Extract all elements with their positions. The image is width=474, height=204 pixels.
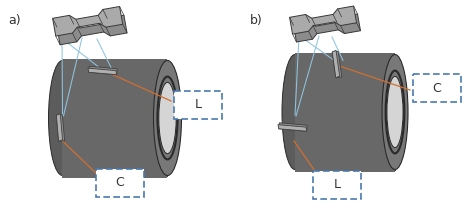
Polygon shape	[332, 51, 342, 78]
Polygon shape	[63, 61, 167, 175]
Ellipse shape	[282, 54, 308, 170]
Polygon shape	[278, 125, 307, 131]
Text: L: L	[334, 178, 340, 192]
Ellipse shape	[387, 76, 403, 148]
Polygon shape	[293, 14, 361, 42]
Polygon shape	[56, 114, 63, 141]
Polygon shape	[295, 54, 395, 170]
Ellipse shape	[159, 82, 176, 154]
Ellipse shape	[382, 54, 408, 170]
Polygon shape	[290, 6, 356, 34]
Polygon shape	[56, 115, 64, 141]
Text: a): a)	[8, 14, 21, 27]
FancyBboxPatch shape	[413, 74, 461, 102]
FancyBboxPatch shape	[174, 91, 222, 119]
Polygon shape	[295, 52, 395, 172]
Ellipse shape	[154, 61, 182, 175]
Polygon shape	[63, 59, 167, 177]
Text: L: L	[194, 99, 201, 112]
Polygon shape	[57, 15, 127, 45]
FancyBboxPatch shape	[96, 169, 144, 197]
Text: b): b)	[250, 14, 263, 27]
Polygon shape	[89, 66, 117, 75]
Text: C: C	[433, 82, 441, 94]
Ellipse shape	[48, 61, 76, 175]
Polygon shape	[332, 50, 340, 78]
Polygon shape	[53, 7, 123, 36]
Text: C: C	[116, 176, 124, 190]
Polygon shape	[279, 123, 307, 131]
FancyBboxPatch shape	[313, 171, 361, 199]
Polygon shape	[88, 68, 117, 75]
